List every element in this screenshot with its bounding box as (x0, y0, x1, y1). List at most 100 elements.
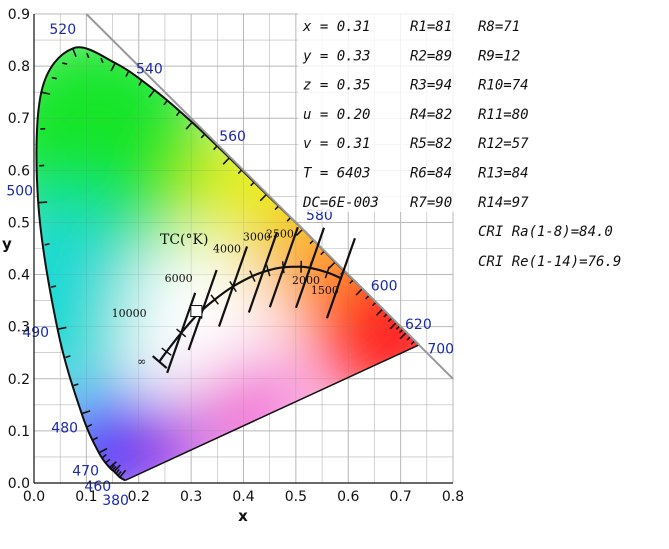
x-tick-label: 0.7 (389, 489, 411, 505)
cri-value: R14=97 (478, 195, 529, 211)
y-tick-label: 0.4 (8, 268, 30, 284)
wavelength-label: 540 (136, 62, 163, 78)
cri-value: R11=80 (478, 107, 529, 123)
wavelength-tick (110, 464, 116, 470)
wavelength-label: 380 (102, 493, 129, 509)
cri-value: R4=82 (410, 107, 452, 123)
wavelength-tick (286, 217, 292, 222)
y-tick-label: 0.3 (8, 320, 30, 336)
x-tick-label: 0.3 (180, 489, 202, 505)
wavelength-tick (185, 121, 193, 130)
wavelength-tick (87, 423, 93, 428)
wavelength-label: 600 (371, 278, 398, 294)
wavelength-tick (213, 145, 218, 151)
wavelength-tick (399, 331, 407, 340)
wavelength-tick (108, 461, 117, 468)
cri-value: R5=82 (410, 136, 452, 152)
wavelength-tick (320, 250, 325, 256)
cri-value: R9=12 (478, 48, 520, 64)
x-tick-label: 0.6 (337, 489, 359, 505)
wavelength-tick (65, 355, 71, 359)
wavelength-tick (163, 100, 168, 106)
y-tick-label: 0.1 (8, 424, 30, 440)
wavelength-tick (389, 321, 398, 330)
x-tick-label: 0.4 (232, 489, 254, 505)
planckian-locus-label: TC(°K) (160, 232, 208, 248)
y-axis-title: y (2, 235, 12, 253)
color-data-value: v = 0.31 (303, 136, 370, 152)
isotherm-line (187, 269, 218, 351)
planckian-tick (249, 270, 256, 282)
wavelength-tick (86, 52, 90, 59)
planckian-tick (281, 261, 285, 274)
cct-label: 6000 (165, 272, 193, 285)
color-data-value: T = 6403 (303, 166, 370, 182)
cri-value: R12=57 (478, 136, 529, 152)
color-data-value: y = 0.33 (302, 48, 370, 64)
cri-value: R8=71 (478, 19, 520, 35)
wavelength-tick (295, 228, 304, 237)
cct-label: 2000 (292, 274, 320, 287)
cct-label: 3000 (243, 230, 271, 243)
planckian-tick (229, 281, 237, 293)
wavelength-tick (119, 469, 127, 478)
wavelength-label: 520 (49, 22, 76, 38)
x-tick-label: 0.2 (128, 489, 150, 505)
wavelength-tick (98, 447, 108, 454)
wavelength-tick (100, 57, 104, 64)
cri-summary: CRI Ra(1-8)=84.0 (478, 224, 613, 240)
purple-line (124, 344, 420, 482)
wavelength-tick (44, 243, 50, 246)
wavelength-tick (222, 157, 230, 165)
measured-chromaticity-point (190, 305, 203, 318)
cri-value: R3=94 (410, 78, 452, 94)
wavelength-tick (73, 383, 79, 387)
cri-value: R6=84 (410, 166, 452, 182)
wavelength-tick (50, 285, 57, 288)
wavelength-label: 490 (22, 325, 49, 341)
wavelength-label: 560 (219, 129, 246, 145)
wavelength-tick (115, 469, 120, 474)
planckian-tick (210, 294, 219, 305)
wavelength-tick (138, 80, 143, 86)
wavelength-tick (113, 464, 121, 473)
wavelength-tick (328, 261, 336, 269)
wavelength-tick (72, 48, 77, 58)
wavelength-label: 620 (405, 317, 432, 333)
wavelength-tick (200, 133, 206, 139)
y-tick-label: 0.0 (8, 476, 30, 492)
wavelength-tick (62, 62, 68, 65)
x-axis-title: x (238, 507, 248, 525)
wavelength-tick (259, 193, 268, 202)
cct-label: 4000 (213, 243, 241, 256)
color-data-value: u = 0.20 (303, 107, 370, 123)
wavelength-tick (355, 288, 363, 296)
wavelength-tick (92, 436, 98, 441)
x-tick-label: 0.0 (23, 489, 45, 505)
y-tick-label: 0.9 (8, 7, 30, 23)
x-tick-labels: 0.0 0.1 0.2 0.3 0.4 0.5 0.6 0.7 0.8 (23, 489, 464, 505)
wavelength-label: 470 (72, 463, 99, 479)
cct-label: 1500 (311, 284, 339, 297)
wavelength-tick (274, 205, 280, 211)
wavelength-tick (117, 470, 122, 476)
planckian-tick (324, 266, 330, 279)
chart-axes (33, 14, 453, 484)
wavelength-label: 480 (51, 421, 78, 437)
wavelength-label: 700 (427, 341, 454, 357)
wavelength-tick (81, 410, 91, 415)
planckian-tick (161, 347, 172, 356)
cct-label: 10000 (112, 307, 147, 320)
cri-value: R7=90 (410, 195, 452, 211)
wavelength-label: 500 (6, 184, 33, 200)
cri-value: R1=81 (410, 19, 452, 35)
x-tick-label: 0.1 (75, 489, 97, 505)
y-tick-label: 0.6 (8, 163, 30, 179)
color-data-value: x = 0.31 (302, 19, 370, 35)
planckian-tick (176, 328, 187, 338)
y-tick-label: 0.8 (8, 59, 30, 75)
planckian-tick (265, 264, 271, 277)
wavelength-tick (237, 169, 243, 175)
